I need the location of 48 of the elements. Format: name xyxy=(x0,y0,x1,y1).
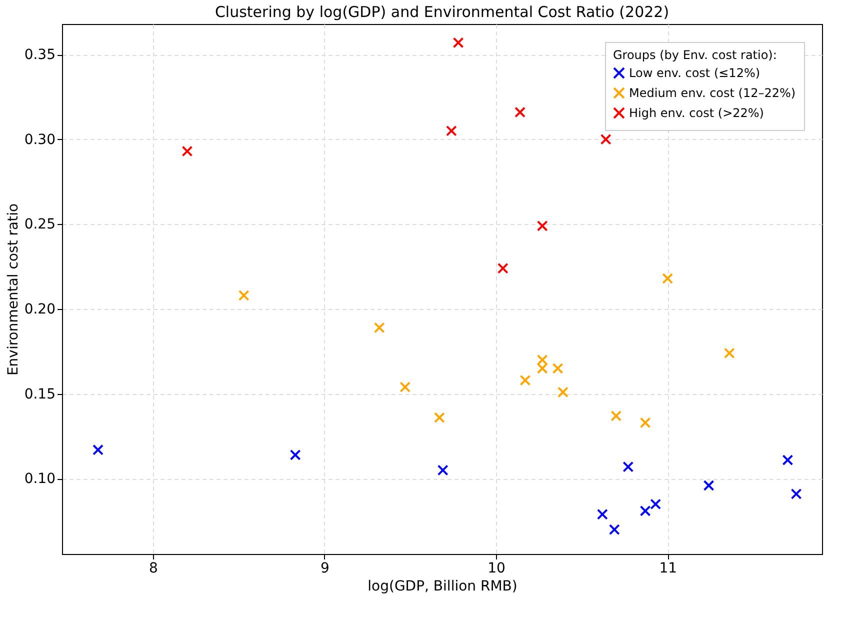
point xyxy=(662,273,674,284)
y-tick-label: 0.25 xyxy=(24,216,56,233)
legend-label: Low env. cost (≤12%) xyxy=(629,66,760,80)
point xyxy=(610,410,622,422)
point xyxy=(400,382,411,393)
x-tick-label: 9 xyxy=(320,560,330,576)
point xyxy=(536,362,548,374)
y-axis-title: Environmental cost ratio xyxy=(5,203,22,376)
point xyxy=(596,508,608,520)
point xyxy=(557,386,568,398)
point xyxy=(520,374,531,386)
y-tick-label: 0.10 xyxy=(24,471,56,488)
point xyxy=(552,362,564,374)
point xyxy=(437,464,448,476)
y-tick-label: 0.30 xyxy=(24,132,56,148)
point xyxy=(290,449,301,460)
y-tick-label: 0.15 xyxy=(24,386,56,402)
point xyxy=(446,125,457,136)
point xyxy=(790,488,802,500)
point xyxy=(238,290,250,301)
point xyxy=(92,444,104,456)
point xyxy=(452,37,464,48)
point xyxy=(650,498,662,510)
point xyxy=(374,322,385,334)
point xyxy=(536,354,548,366)
point xyxy=(514,106,526,118)
point xyxy=(497,262,508,274)
point xyxy=(703,480,714,491)
chart-title: Clustering by log(GDP) and Environmental Cost Ratio (2022) xyxy=(214,3,670,21)
x-tick-label: 11 xyxy=(659,560,678,576)
point xyxy=(600,134,612,145)
y-tick-label: 0.35 xyxy=(24,47,56,64)
point xyxy=(724,348,735,359)
point xyxy=(608,524,620,536)
point xyxy=(434,412,445,424)
y-tick-label: 0.20 xyxy=(24,302,56,318)
point xyxy=(640,505,651,516)
legend-title: Groups (by Env. cost ratio): xyxy=(613,48,777,62)
x-tick-label: 10 xyxy=(488,560,506,576)
point xyxy=(536,220,548,232)
x-axis-title: log(GDP, Billion RMB) xyxy=(368,578,518,594)
point xyxy=(182,146,193,157)
point xyxy=(622,461,634,472)
point xyxy=(782,454,794,466)
legend-label: High env. cost (>22%) xyxy=(629,106,764,120)
x-tick-label: 8 xyxy=(148,560,158,576)
point xyxy=(640,417,651,428)
legend-label: Medium env. cost (12–22%) xyxy=(629,86,796,100)
